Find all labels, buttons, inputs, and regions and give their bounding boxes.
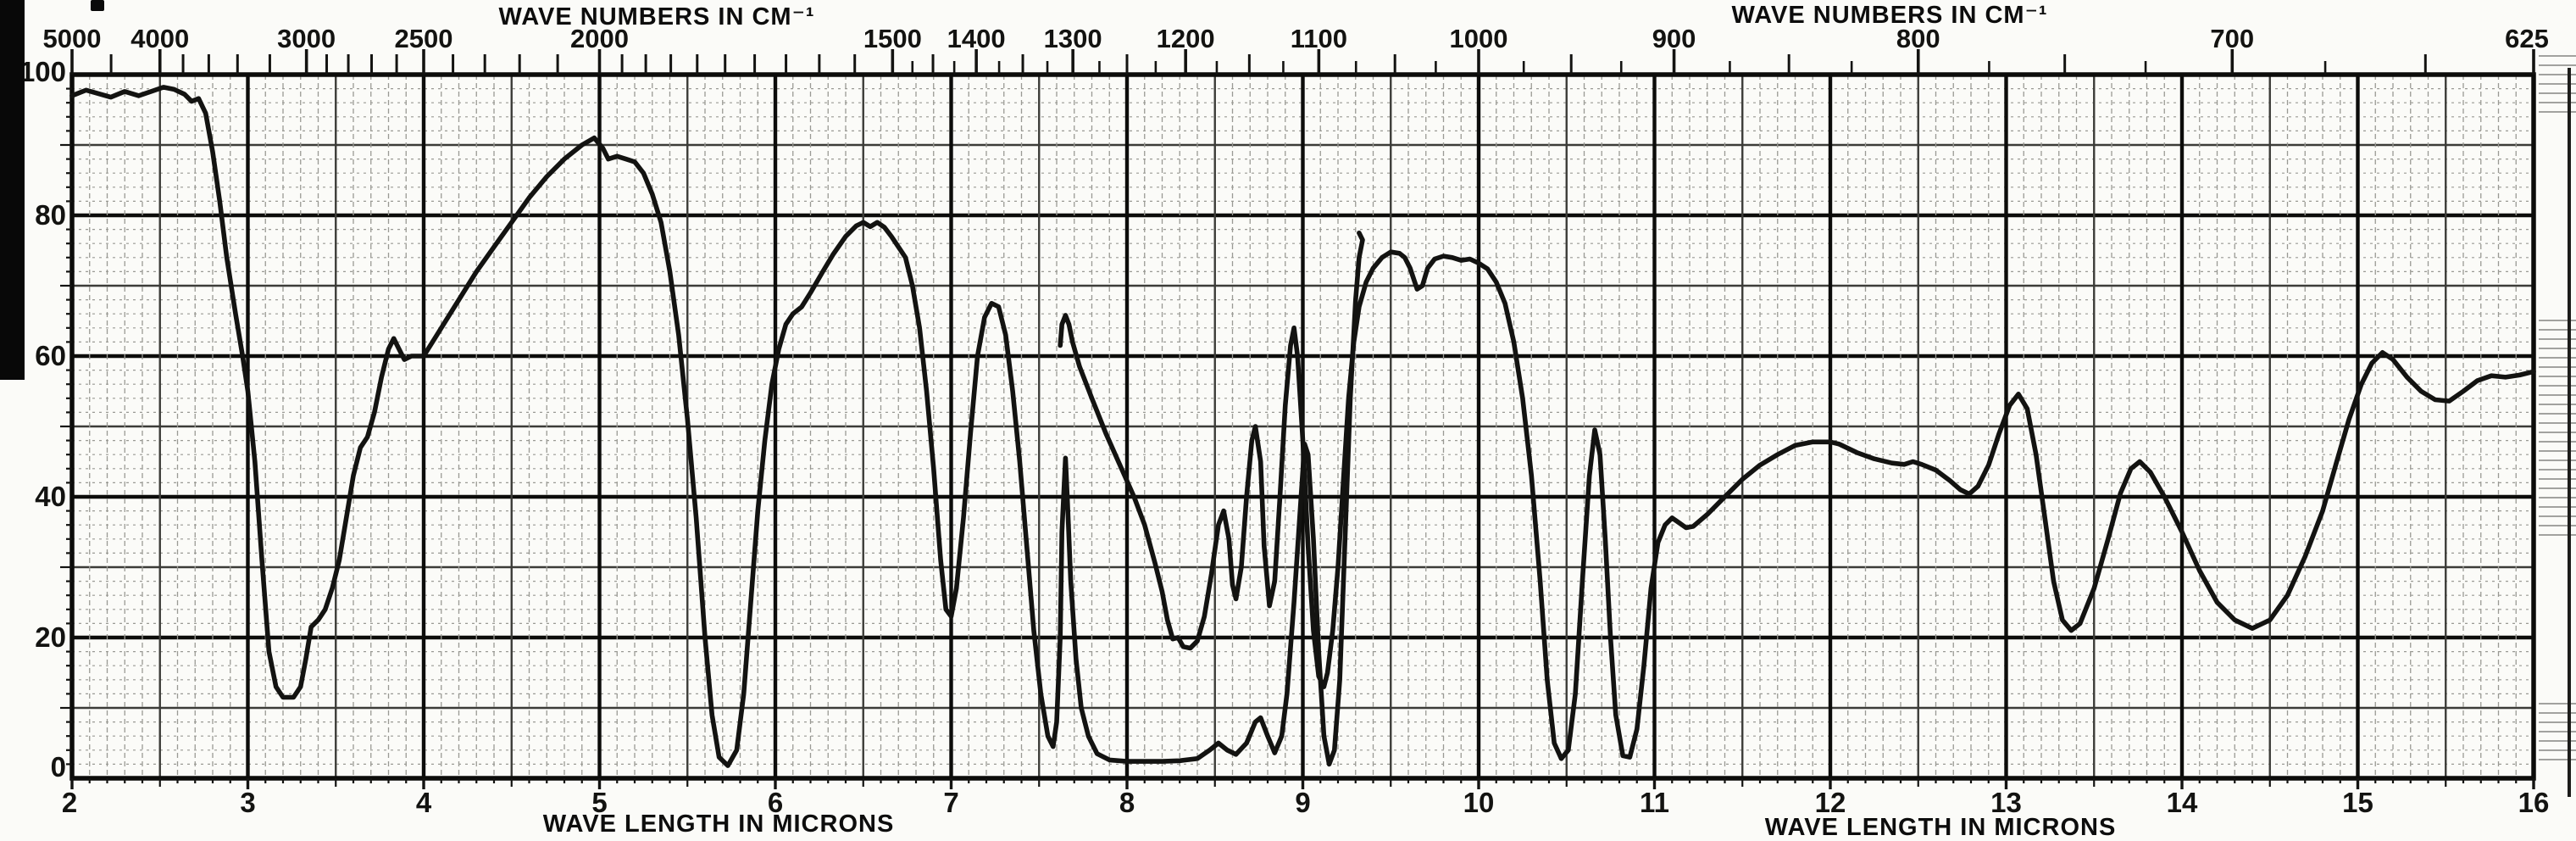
wavenumber-tick-label: 3000 [277,24,336,53]
micron-tick-label: 8 [1119,787,1135,818]
scan-paper-edge-line [2568,68,2571,797]
micron-tick-label: 15 [2342,787,2373,818]
scan-speck [91,0,104,11]
wavenumber-tick-label: 1200 [1157,24,1215,53]
micron-tick-label: 9 [1295,787,1310,818]
transmittance-tick-label: 100 [19,56,66,87]
wavenumber-tick-label: 700 [2210,24,2254,53]
transmittance-tick-label: 20 [35,621,66,653]
micron-tick-label: 7 [943,787,958,818]
micron-tick-label: 14 [2167,787,2198,818]
micron-tick-label: 2 [62,787,77,818]
spectrum-curve-2 [1058,249,2536,761]
scan-edge-black-band [0,0,25,380]
micron-tick-label: 6 [768,787,783,818]
micron-tick-label: 11 [1640,787,1669,818]
wavenumber-tick-label: 1400 [947,24,1006,53]
micron-tick-label: 5 [591,787,607,818]
bottom-axis-title-left: WAVE LENGTH IN MICRONS [542,810,895,838]
wavenumber-tick-label: 1000 [1450,24,1508,53]
wavenumber-tick-label: 5000 [43,24,102,53]
wavenumber-tick-label: 1300 [1044,24,1102,53]
micron-tick-label: 12 [1815,787,1846,818]
wavenumber-tick-label: 2000 [570,24,629,53]
micron-tick-label: 4 [416,787,432,818]
micron-tick-label: 3 [240,787,255,818]
top-axis-title-right: WAVE NUMBERS IN CM⁻¹ [1731,2,2048,29]
wavenumber-tick-label: 800 [1896,24,1940,53]
wavenumber-tick-label: 4000 [130,24,189,53]
top-axis-title-left: WAVE NUMBERS IN CM⁻¹ [498,3,815,31]
wavenumber-tick-label: 2500 [395,24,453,53]
spectrum-curve-1 [69,85,1365,768]
wavenumber-tick-label: 1500 [863,24,922,53]
bottom-axis-title-right: WAVE LENGTH IN MICRONS [1764,814,2117,841]
wavenumber-tick-label: 1100 [1291,24,1347,53]
micron-tick-label: 10 [1463,787,1495,818]
transmittance-tick-label: 80 [35,199,66,231]
micron-tick-label: 16 [2518,787,2550,818]
transmittance-tick-label: 0 [51,751,66,783]
transmittance-tick-label: 40 [35,481,66,512]
transmittance-tick-label: 60 [35,340,66,371]
wavenumber-tick-label: 900 [1652,24,1696,53]
micron-tick-label: 13 [1990,787,2022,818]
